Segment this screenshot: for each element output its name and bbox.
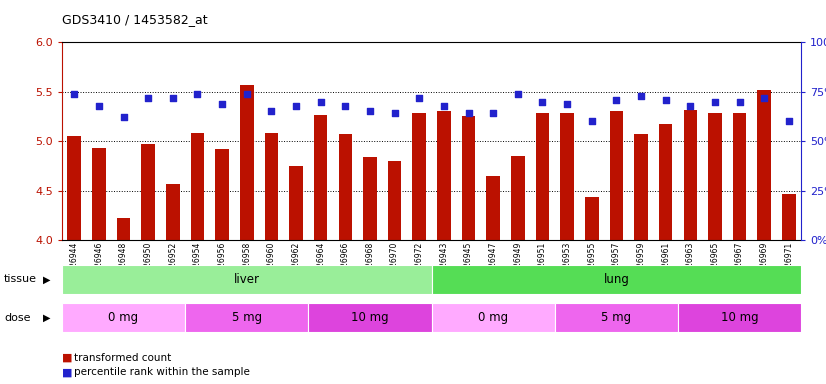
Text: 0 mg: 0 mg — [478, 311, 508, 324]
Bar — [68, 136, 81, 240]
Text: ▶: ▶ — [43, 313, 51, 323]
Bar — [659, 124, 672, 240]
Bar — [141, 144, 155, 240]
Bar — [634, 134, 648, 240]
Bar — [166, 184, 179, 240]
Bar — [782, 194, 795, 240]
Point — [659, 96, 672, 103]
Point — [314, 98, 327, 104]
Point — [487, 110, 500, 116]
Bar — [185, 303, 308, 332]
Point — [610, 96, 623, 103]
Bar — [431, 303, 555, 332]
Point — [511, 91, 525, 97]
Text: transformed count: transformed count — [74, 353, 172, 363]
Point — [634, 93, 648, 99]
Bar — [487, 176, 500, 240]
Bar — [62, 303, 185, 332]
Text: percentile rank within the sample: percentile rank within the sample — [74, 367, 250, 377]
Text: ▶: ▶ — [43, 274, 51, 285]
Text: 10 mg: 10 mg — [721, 311, 758, 324]
Text: 0 mg: 0 mg — [108, 311, 139, 324]
Bar — [431, 265, 801, 294]
Text: ■: ■ — [62, 367, 73, 377]
Text: dose: dose — [4, 313, 31, 323]
Bar — [610, 111, 623, 240]
Point — [709, 98, 722, 104]
Point — [757, 94, 771, 101]
Point — [216, 101, 229, 107]
Point — [191, 91, 204, 97]
Text: tissue: tissue — [4, 274, 37, 285]
Point — [68, 91, 81, 97]
Point — [339, 103, 352, 109]
Point — [388, 110, 401, 116]
Point — [117, 114, 131, 121]
Text: lung: lung — [604, 273, 629, 286]
Bar — [733, 113, 747, 240]
Point — [265, 108, 278, 114]
Point — [782, 118, 795, 124]
Bar — [116, 218, 131, 240]
Point — [363, 108, 377, 114]
Text: 5 mg: 5 mg — [232, 311, 262, 324]
Text: ■: ■ — [62, 353, 73, 363]
Bar — [93, 148, 106, 240]
Bar — [289, 166, 303, 240]
Bar — [511, 156, 525, 240]
Bar — [240, 85, 254, 240]
Bar — [678, 303, 801, 332]
Bar — [363, 157, 377, 240]
Point — [437, 103, 450, 109]
Text: GDS3410 / 1453582_at: GDS3410 / 1453582_at — [62, 13, 207, 26]
Bar — [264, 133, 278, 240]
Bar — [314, 116, 327, 240]
Point — [462, 110, 475, 116]
Point — [413, 94, 426, 101]
Bar — [412, 113, 426, 240]
Bar — [339, 134, 352, 240]
Bar — [536, 113, 549, 240]
Point — [733, 98, 746, 104]
Bar — [388, 161, 401, 240]
Bar — [437, 111, 451, 240]
Point — [536, 98, 549, 104]
Bar — [308, 303, 432, 332]
Bar — [216, 149, 229, 240]
Bar — [560, 113, 574, 240]
Text: 5 mg: 5 mg — [601, 311, 631, 324]
Bar — [62, 265, 431, 294]
Bar — [757, 90, 771, 240]
Point — [93, 103, 106, 109]
Bar — [684, 111, 697, 240]
Text: liver: liver — [234, 273, 259, 286]
Bar — [462, 116, 475, 240]
Point — [141, 94, 154, 101]
Bar — [708, 113, 722, 240]
Bar — [191, 133, 204, 240]
Bar — [555, 303, 678, 332]
Point — [684, 103, 697, 109]
Text: 10 mg: 10 mg — [351, 311, 389, 324]
Point — [289, 103, 302, 109]
Point — [585, 118, 598, 124]
Point — [561, 101, 574, 107]
Point — [166, 94, 179, 101]
Point — [240, 91, 254, 97]
Bar — [585, 197, 599, 240]
